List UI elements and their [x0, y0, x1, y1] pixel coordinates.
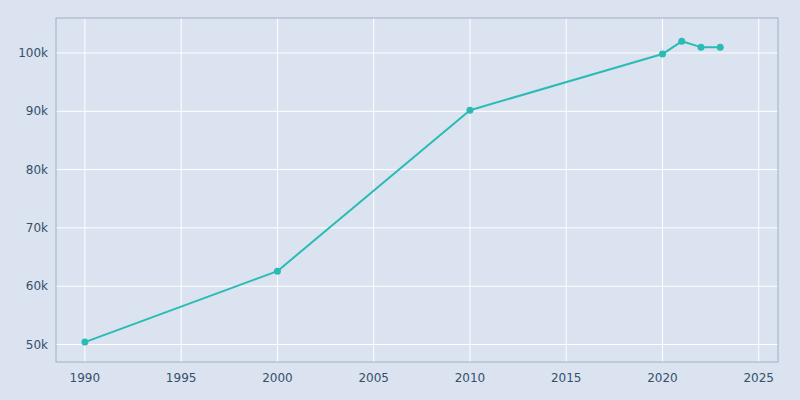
x-grid-line — [566, 18, 567, 362]
point — [717, 44, 724, 51]
plot-area — [56, 18, 778, 362]
x-grid-line — [277, 18, 278, 362]
x-tick-label: 2015 — [551, 371, 582, 385]
y-grid-line — [56, 344, 778, 345]
x-tick-label: 2000 — [262, 371, 293, 385]
x-grid-line — [469, 18, 470, 362]
point — [678, 38, 685, 45]
y-tick-label: 100k — [18, 46, 48, 60]
chart: 1990 1995 2000 2005 2010 2015 2020 2025 50k 60k 70… — [0, 0, 800, 400]
plot-frame — [56, 18, 778, 362]
y-tick-label: 60k — [26, 279, 48, 293]
y-grid-line — [56, 286, 778, 287]
x-tick-label: 2005 — [358, 371, 389, 385]
y-grid-line — [56, 169, 778, 170]
x-tick-label: 2010 — [455, 371, 486, 385]
x-tick-label: 1990 — [70, 371, 101, 385]
tick-labels: 1990 1995 2000 2005 2010 2015 2020 2025 50k 60k 70… — [18, 46, 774, 385]
point — [274, 268, 281, 275]
y-tick-label: 50k — [26, 338, 48, 352]
x-grid-line — [662, 18, 663, 362]
point — [81, 339, 88, 346]
point — [697, 44, 704, 51]
y-tick-label: 70k — [26, 221, 48, 235]
x-grid-line — [84, 18, 85, 362]
x-tick-label: 1995 — [166, 371, 197, 385]
x-tick-label: 2020 — [647, 371, 678, 385]
y-tick-label: 90k — [26, 104, 48, 118]
x-tick-label: 2025 — [743, 371, 774, 385]
point — [659, 51, 666, 58]
y-grid-line — [56, 227, 778, 228]
x-grid-line — [181, 18, 182, 362]
y-grid-line — [56, 52, 778, 53]
series — [81, 38, 723, 346]
line — [85, 41, 720, 342]
y-tick-label: 80k — [26, 163, 48, 177]
grid — [56, 18, 778, 362]
x-grid-line — [758, 18, 759, 362]
point — [466, 107, 473, 114]
y-grid-line — [56, 111, 778, 112]
